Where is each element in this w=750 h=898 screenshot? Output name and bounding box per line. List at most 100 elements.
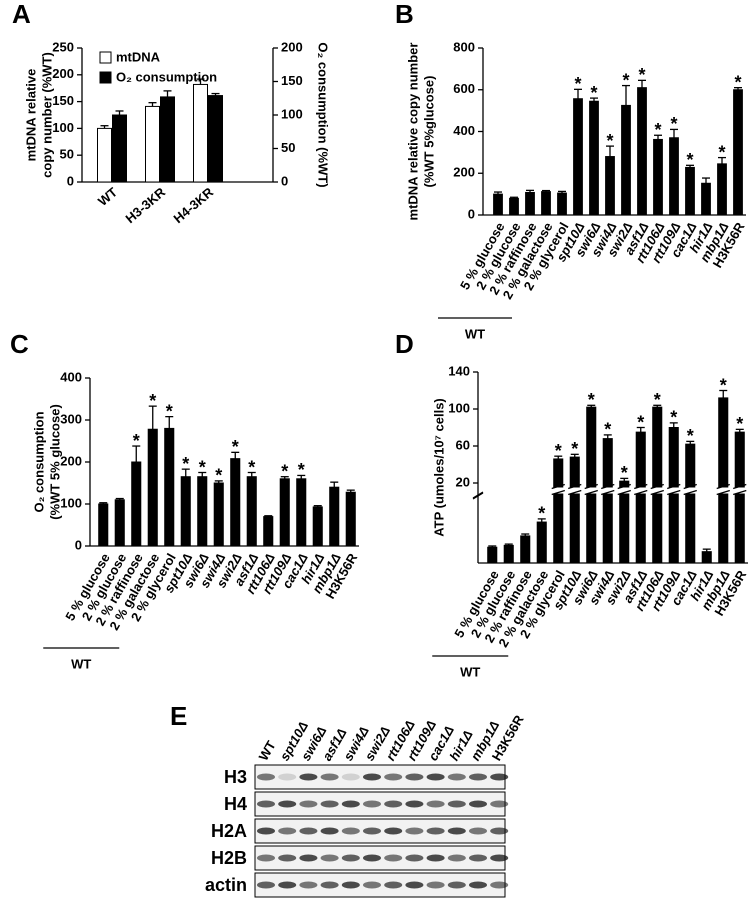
- panel-letter: C: [10, 329, 29, 359]
- bar-break-mark: [733, 483, 747, 490]
- bar-break-mark: [551, 483, 565, 490]
- x-tick-label: H3-3KR: [123, 184, 169, 226]
- y-tick-label: 100: [448, 400, 470, 415]
- bar-break: [602, 487, 614, 494]
- bar: [197, 476, 208, 547]
- blot-band: [320, 800, 339, 808]
- row-label: H2A: [211, 821, 247, 841]
- bar: [635, 431, 646, 564]
- significance-star: *: [606, 131, 613, 151]
- bar: [345, 491, 356, 547]
- blot-band: [363, 881, 381, 889]
- axis-break: [472, 492, 484, 500]
- bar: [160, 96, 175, 183]
- bar-break-mark: [716, 489, 730, 496]
- bar: [669, 137, 679, 216]
- blot-band: [341, 800, 360, 808]
- blot-band: [490, 773, 509, 781]
- legend-swatch: [99, 71, 112, 84]
- significance-star: *: [571, 439, 578, 459]
- bar-break: [684, 487, 696, 494]
- blot-band: [447, 881, 466, 889]
- blot-band: [490, 800, 509, 808]
- y-tick-label: 50: [60, 147, 74, 162]
- bar-break-mark: [584, 483, 598, 490]
- y-tick-label: 200: [52, 66, 74, 81]
- bar-break-mark: [634, 483, 648, 490]
- blot-band: [341, 773, 360, 781]
- y-tick-label: 100: [52, 120, 74, 135]
- blot-band: [469, 881, 487, 889]
- bar-break: [585, 487, 597, 494]
- significance-star: *: [588, 390, 595, 410]
- blot-band: [384, 800, 403, 808]
- blot-band: [363, 773, 381, 781]
- bar: [685, 443, 696, 564]
- blot-band: [426, 854, 445, 862]
- y-axis-label: mtDNA relative: [23, 69, 38, 162]
- significance-star: *: [590, 83, 597, 103]
- bar: [541, 191, 551, 216]
- bar: [717, 163, 727, 216]
- blot-band: [257, 881, 275, 889]
- blot-band: [363, 827, 381, 835]
- bar: [147, 428, 158, 547]
- blot-band: [278, 800, 297, 808]
- y-tick-label: 0: [67, 173, 74, 188]
- bar-break: [569, 487, 581, 494]
- significance-star: *: [555, 441, 562, 461]
- significance-star: *: [298, 460, 305, 480]
- bar: [263, 516, 274, 547]
- significance-star: *: [687, 426, 694, 446]
- bar-break: [668, 487, 680, 494]
- y-axis-label: (%WT 5% glucose): [47, 404, 62, 520]
- bar: [605, 156, 615, 216]
- blot-band: [426, 800, 445, 808]
- bar: [145, 105, 160, 183]
- panel-letter: E: [170, 701, 187, 731]
- y2-tick-label: 0: [281, 173, 288, 188]
- bar: [701, 551, 712, 564]
- bar: [193, 83, 208, 183]
- blot-band: [384, 827, 403, 835]
- blot-band: [320, 773, 339, 781]
- bar-break-mark: [551, 489, 565, 496]
- y2-tick-label: 100: [281, 106, 303, 121]
- bar: [637, 87, 647, 216]
- y-tick-label: 140: [448, 363, 470, 378]
- bar: [621, 104, 631, 216]
- significance-star: *: [670, 408, 677, 428]
- blot-band: [447, 800, 466, 808]
- panel-letter: A: [12, 0, 31, 29]
- blot-band: [405, 881, 424, 889]
- row-label: H4: [224, 794, 247, 814]
- y2-axis-label: O₂ consumption (%WT): [316, 42, 331, 187]
- bar-break-mark: [733, 489, 747, 496]
- blot-band: [405, 800, 424, 808]
- significance-star: *: [654, 120, 661, 140]
- blot-band: [426, 773, 445, 781]
- y-axis-label: copy number (%WT): [39, 52, 54, 178]
- blot-band: [320, 881, 339, 889]
- y-tick-label: 20: [456, 474, 470, 489]
- bar-break-mark: [601, 483, 615, 490]
- significance-star: *: [654, 390, 661, 410]
- legend-label: O₂ consumption: [116, 69, 217, 84]
- blot-band: [384, 773, 403, 781]
- row-label: H2B: [211, 848, 247, 868]
- bar: [98, 503, 109, 547]
- bar: [685, 166, 695, 216]
- y-tick-label: 400: [453, 123, 475, 138]
- significance-star: *: [622, 70, 629, 90]
- significance-star: *: [686, 150, 693, 170]
- bar-break-mark: [634, 489, 648, 496]
- x-tick-label: WT: [95, 184, 120, 209]
- bar: [131, 461, 142, 547]
- blot-band: [257, 800, 275, 808]
- blot-band: [299, 881, 318, 889]
- blot-band: [278, 854, 297, 862]
- bar: [525, 191, 535, 216]
- bar: [246, 476, 257, 547]
- significance-star: *: [604, 420, 611, 440]
- blot-band: [469, 800, 487, 808]
